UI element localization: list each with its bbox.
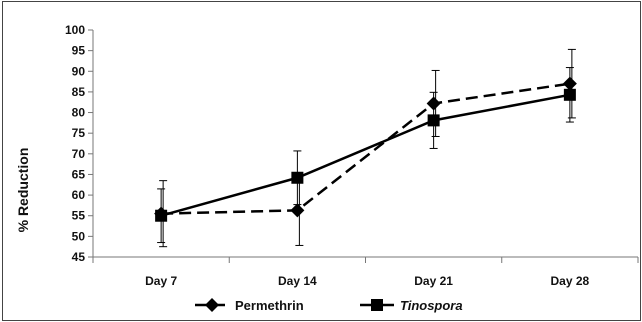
data-point-square (291, 171, 304, 184)
axes: 45 50 55 60 65 70 75 80 85 90 95 100 Day 7 Day 14 Day … (65, 23, 639, 288)
data-point-diamond (290, 203, 305, 218)
legend-label: Permethrin (235, 298, 304, 313)
y-tick-label: 100 (65, 23, 85, 37)
legend-marker-square (371, 299, 383, 311)
y-tick-label: 90 (72, 64, 86, 78)
y-tick-label: 60 (72, 188, 86, 202)
y-tick-label: 45 (72, 250, 86, 264)
y-tick-label: 70 (72, 147, 86, 161)
series-line (160, 93, 571, 217)
data-point-square (155, 209, 168, 222)
y-tick-label: 50 (72, 229, 86, 243)
x-tick-label: Day 28 (551, 274, 590, 288)
y-tick-label: 85 (72, 85, 86, 99)
x-tick-label: Day 14 (278, 274, 317, 288)
series-layer (154, 48, 577, 248)
y-axis-label: % Reduction (15, 148, 31, 233)
y-tick-label: 75 (72, 126, 86, 140)
data-point-square (427, 114, 440, 127)
x-tick-label: Day 21 (414, 274, 453, 288)
legend-label: Tinospora (400, 298, 463, 313)
data-point-square (563, 88, 576, 101)
legend: Permethrin Tinospora (195, 298, 463, 313)
legend-marker-diamond (205, 298, 219, 312)
y-tick-label: 80 (72, 106, 86, 120)
legend-item-tinospora: Tinospora (360, 298, 463, 313)
y-tick-label: 65 (72, 167, 86, 181)
series-line (161, 82, 571, 215)
x-tick-label: Day 7 (145, 274, 177, 288)
y-tick-label: 95 (72, 44, 86, 58)
y-tick-label: 55 (72, 209, 86, 223)
legend-item-permethrin: Permethrin (195, 298, 304, 313)
series-tinospora (155, 67, 576, 244)
